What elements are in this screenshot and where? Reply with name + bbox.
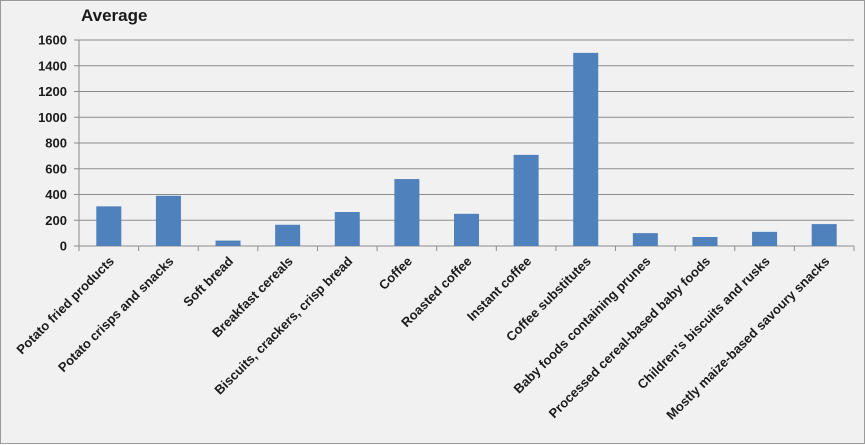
x-tick-label: Soft bread (180, 253, 236, 309)
y-tick-label: 800 (45, 136, 67, 151)
y-tick-label: 600 (45, 161, 67, 176)
y-tick-label: 1400 (38, 58, 67, 73)
bar (454, 213, 479, 246)
chart-title: Average (81, 6, 147, 25)
x-tick-label: Coffee (376, 254, 415, 293)
bar (692, 236, 718, 246)
y-tick-label: 1000 (38, 110, 67, 125)
bar (573, 52, 599, 246)
bar (811, 224, 837, 246)
bar (275, 224, 301, 246)
bar (752, 231, 778, 246)
y-tick-label: 200 (45, 213, 67, 228)
x-tick-label: Potato fried products (13, 254, 117, 358)
bar (394, 179, 420, 246)
bar (632, 233, 658, 246)
bar (334, 212, 360, 246)
bar (96, 206, 122, 246)
y-axis-ticks: 0 200 400 600 800 1000 1200 1400 1600 (38, 33, 79, 254)
bars (96, 52, 837, 246)
x-tick-label: Potato crisps and snacks (55, 254, 176, 375)
y-tick-label: 400 (45, 187, 67, 202)
y-tick-label: 1600 (38, 33, 67, 48)
bar (155, 195, 181, 246)
bar (513, 154, 539, 246)
y-tick-label: 0 (60, 239, 67, 254)
bar (215, 240, 241, 246)
y-tick-label: 1200 (38, 84, 67, 99)
gridlines (79, 39, 854, 221)
